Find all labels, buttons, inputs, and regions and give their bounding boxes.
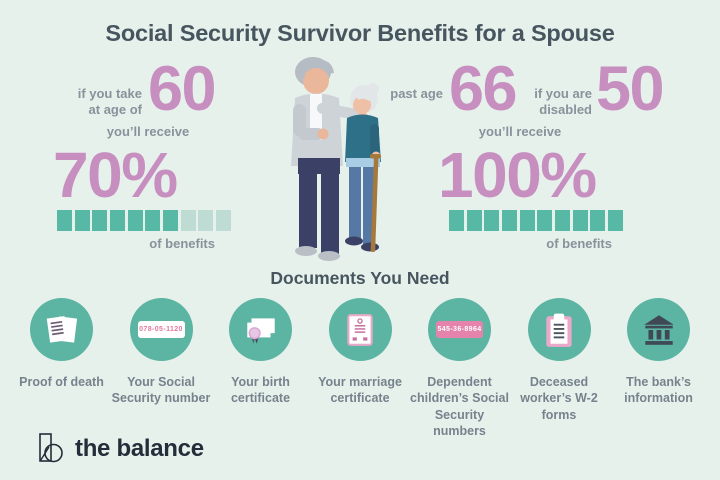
bar-cell [449,210,465,231]
percent-70-value: 70% [53,139,178,211]
bar-cell [127,210,143,231]
documents-row: Proof of death 078-05-1120 Your Social S… [0,298,720,439]
ssn-card-icon: 078-05-1120 [137,321,185,338]
bar-cell [572,210,588,231]
brand-footer: the balance [36,432,204,466]
documents-heading: Documents You Need [270,268,450,288]
bar-cell [74,210,90,231]
age-50-value: 50 [596,54,665,124]
doc-label: Your Social Security number [111,375,211,406]
doc-label: Your marriage certificate [318,375,402,406]
doc-item-w2-forms: Deceased worker’s W-2 forms [510,298,609,439]
condition-disabled: if you are disabled [534,86,592,118]
benefit-bar-70 [57,210,232,231]
doc-label: The bank’s information [624,375,693,406]
bank-icon [643,314,674,345]
doc-label: Deceased worker’s W-2 forms [520,375,598,422]
bar-cell [198,210,214,231]
page-title: Social Security Survivor Benefits for a … [105,20,615,46]
doc-item-birth-certificate: Your birth certificate [211,298,310,439]
bar-cell [607,210,624,231]
benefits-label-left: of benefits [149,236,215,251]
the-balance-logo-icon [39,433,63,463]
condition-past-age: past age [390,86,443,101]
children-ssn-card-icon: 545-36-8964 [436,321,483,338]
doc-item-marriage-certificate: Your marriage certificate [311,298,410,439]
bar-cell [145,210,161,231]
doc-label: Proof of death [19,375,104,389]
doc-label: Dependent children’s Social Security num… [410,375,509,438]
percent-100-value: 100% [438,139,597,211]
brand-name: the balance [75,435,204,462]
bar-cell [109,210,126,231]
bar-cell [162,210,179,231]
bar-cell [519,210,535,231]
benefits-label-right: of benefits [546,236,612,251]
elderly-couple-svg [291,57,381,261]
receive-label-right: you’ll receive [478,124,562,139]
doc-item-bank-info: The bank’s information [609,298,708,439]
age-60-value: 60 [148,54,217,124]
condition-take-at-age: if you take at age of [77,86,142,118]
doc-item-children-ssn: 545-36-8964 Dependent children’s Social … [410,298,509,439]
birth-certificate-icon [246,317,275,344]
doc-item-ssn: 078-05-1120 Your Social Security number [112,298,211,439]
death-document-icon [46,315,77,343]
bar-cell [501,210,518,231]
bar-cell [537,210,553,231]
doc-label: Your birth certificate [230,375,291,406]
bar-cell [590,210,606,231]
bar-cell [180,210,196,231]
benefit-bar-100 [449,210,624,231]
marriage-certificate-icon [347,313,373,346]
bar-cell [466,210,482,231]
bar-cell [484,210,500,231]
bar-cell [554,210,571,231]
bar-cell [92,210,108,231]
receive-label-left: you’ll receive [106,124,190,139]
w2-clipboard-icon [546,313,572,347]
bar-cell [215,210,232,231]
age-66-value: 66 [449,54,518,124]
doc-item-proof-of-death: Proof of death [12,298,111,439]
bar-cell [57,210,73,231]
elderly-couple-illustration [260,52,405,275]
